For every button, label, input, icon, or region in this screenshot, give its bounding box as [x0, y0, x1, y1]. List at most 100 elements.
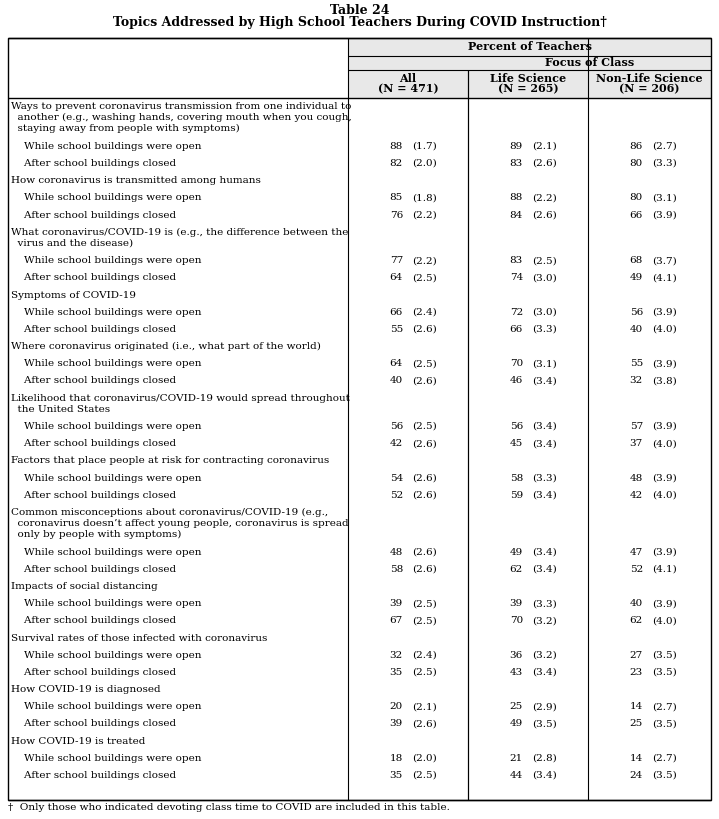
- Text: Table 24: Table 24: [330, 4, 389, 17]
- Text: (N = 265): (N = 265): [498, 84, 559, 94]
- Text: How COVID-19 is treated: How COVID-19 is treated: [11, 736, 145, 745]
- Text: After school buildings closed: After school buildings closed: [11, 719, 176, 728]
- Text: Common misconceptions about coronavirus/COVID-19 (e.g.,
  coronavirus doesn’t af: Common misconceptions about coronavirus/…: [11, 509, 349, 539]
- Text: After school buildings closed: After school buildings closed: [11, 667, 176, 676]
- Text: (2.6): (2.6): [412, 565, 436, 574]
- Text: (4.1): (4.1): [652, 565, 677, 574]
- Text: (3.3): (3.3): [652, 159, 677, 168]
- Text: After school buildings closed: After school buildings closed: [11, 159, 176, 168]
- Text: 77: 77: [390, 256, 403, 265]
- Text: 35: 35: [390, 667, 403, 676]
- Text: (2.5): (2.5): [412, 667, 436, 676]
- Text: (2.5): (2.5): [412, 771, 436, 780]
- Text: (2.5): (2.5): [412, 600, 436, 609]
- Text: (3.4): (3.4): [532, 548, 557, 557]
- Text: 14: 14: [630, 753, 643, 762]
- Text: 52: 52: [630, 565, 643, 574]
- Text: All: All: [400, 74, 416, 84]
- Text: (3.9): (3.9): [652, 360, 677, 369]
- Text: While school buildings were open: While school buildings were open: [11, 360, 201, 369]
- Text: 74: 74: [510, 274, 523, 283]
- Text: 66: 66: [510, 325, 523, 334]
- Text: 62: 62: [630, 617, 643, 626]
- Text: 64: 64: [390, 360, 403, 369]
- Text: 70: 70: [510, 360, 523, 369]
- Text: 83: 83: [510, 256, 523, 265]
- Text: 45: 45: [510, 439, 523, 448]
- Text: (3.1): (3.1): [532, 360, 557, 369]
- Text: Life Science: Life Science: [490, 74, 566, 84]
- Text: (2.4): (2.4): [412, 308, 436, 317]
- Text: While school buildings were open: While school buildings were open: [11, 753, 201, 762]
- Text: (3.3): (3.3): [532, 325, 557, 334]
- Text: (2.4): (2.4): [412, 650, 436, 659]
- Text: 64: 64: [390, 274, 403, 283]
- Text: (2.5): (2.5): [412, 617, 436, 626]
- Text: How COVID-19 is diagnosed: How COVID-19 is diagnosed: [11, 685, 160, 694]
- Text: After school buildings closed: After school buildings closed: [11, 491, 176, 500]
- Text: (2.2): (2.2): [412, 256, 436, 265]
- Text: 14: 14: [630, 702, 643, 711]
- Text: (3.9): (3.9): [652, 548, 677, 557]
- Text: 76: 76: [390, 210, 403, 219]
- Text: (3.3): (3.3): [532, 600, 557, 609]
- Text: 37: 37: [630, 439, 643, 448]
- Text: (3.9): (3.9): [652, 422, 677, 431]
- Text: While school buildings were open: While school buildings were open: [11, 422, 201, 431]
- Text: (2.1): (2.1): [532, 142, 557, 151]
- Text: 82: 82: [390, 159, 403, 168]
- Text: 58: 58: [510, 473, 523, 482]
- Text: (2.6): (2.6): [412, 377, 436, 386]
- Text: (2.5): (2.5): [412, 360, 436, 369]
- Text: Survival rates of those infected with coronavirus: Survival rates of those infected with co…: [11, 634, 267, 643]
- Text: After school buildings closed: After school buildings closed: [11, 617, 176, 626]
- Text: (3.9): (3.9): [652, 473, 677, 482]
- Text: Factors that place people at risk for contracting coronavirus: Factors that place people at risk for co…: [11, 456, 329, 465]
- Text: After school buildings closed: After school buildings closed: [11, 325, 176, 334]
- Text: (3.4): (3.4): [532, 667, 557, 676]
- Text: How coronavirus is transmitted among humans: How coronavirus is transmitted among hum…: [11, 176, 261, 185]
- Text: (2.6): (2.6): [532, 210, 557, 219]
- Text: 55: 55: [390, 325, 403, 334]
- Text: 80: 80: [630, 193, 643, 202]
- Text: 56: 56: [510, 422, 523, 431]
- Text: (3.5): (3.5): [652, 771, 677, 780]
- Text: Likelihood that coronavirus/COVID-19 would spread throughout
  the United States: Likelihood that coronavirus/COVID-19 wou…: [11, 394, 350, 414]
- Text: (2.7): (2.7): [652, 142, 677, 151]
- Text: 72: 72: [510, 308, 523, 317]
- Text: 35: 35: [390, 771, 403, 780]
- Text: What coronavirus/COVID-19 is (e.g., the difference between the
  virus and the d: What coronavirus/COVID-19 is (e.g., the …: [11, 228, 349, 248]
- Text: 88: 88: [510, 193, 523, 202]
- Text: (3.4): (3.4): [532, 439, 557, 448]
- Text: (3.4): (3.4): [532, 771, 557, 780]
- Text: 25: 25: [630, 719, 643, 728]
- Text: (3.9): (3.9): [652, 600, 677, 609]
- Text: (4.0): (4.0): [652, 325, 677, 334]
- Text: While school buildings were open: While school buildings were open: [11, 308, 201, 317]
- Text: After school buildings closed: After school buildings closed: [11, 565, 176, 574]
- Text: While school buildings were open: While school buildings were open: [11, 600, 201, 609]
- Text: While school buildings were open: While school buildings were open: [11, 256, 201, 265]
- Text: (3.8): (3.8): [652, 377, 677, 386]
- Text: Non-Life Science: Non-Life Science: [596, 74, 702, 84]
- Text: (3.4): (3.4): [532, 422, 557, 431]
- Text: After school buildings closed: After school buildings closed: [11, 274, 176, 283]
- Text: 21: 21: [510, 753, 523, 762]
- Text: (1.8): (1.8): [412, 193, 436, 202]
- Text: 32: 32: [390, 650, 403, 659]
- Text: 49: 49: [510, 719, 523, 728]
- Text: 25: 25: [510, 702, 523, 711]
- Text: 80: 80: [630, 159, 643, 168]
- Text: 89: 89: [510, 142, 523, 151]
- Text: (2.0): (2.0): [412, 753, 436, 762]
- Text: 84: 84: [510, 210, 523, 219]
- Text: (3.7): (3.7): [652, 256, 677, 265]
- Text: Impacts of social distancing: Impacts of social distancing: [11, 582, 157, 591]
- Text: (3.5): (3.5): [652, 650, 677, 659]
- Text: (2.2): (2.2): [412, 210, 436, 219]
- Text: 23: 23: [630, 667, 643, 676]
- Text: 40: 40: [630, 600, 643, 609]
- Text: (3.5): (3.5): [532, 719, 557, 728]
- Text: (4.0): (4.0): [652, 491, 677, 500]
- Text: Where coronavirus originated (i.e., what part of the world): Where coronavirus originated (i.e., what…: [11, 342, 321, 351]
